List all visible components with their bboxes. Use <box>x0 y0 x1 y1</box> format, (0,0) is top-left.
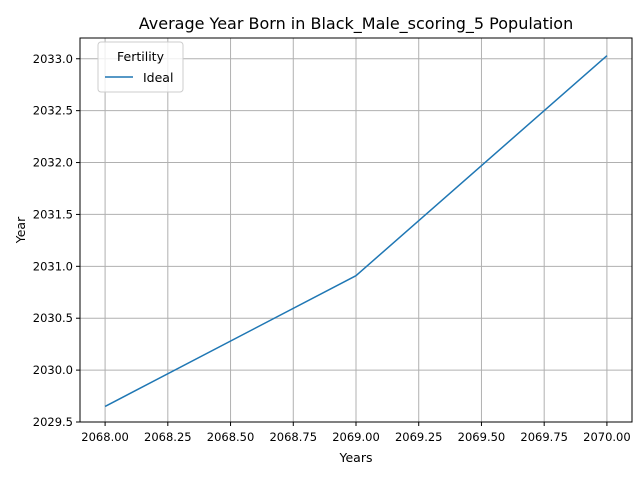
x-tick-label: 2069.25 <box>395 430 443 444</box>
x-axis-label: Years <box>339 450 373 465</box>
x-tick-label: 2069.50 <box>458 430 506 444</box>
y-tick-label: 2033.0 <box>33 52 73 66</box>
legend-label-ideal: Ideal <box>143 70 173 85</box>
x-tick-label: 2068.75 <box>269 430 317 444</box>
legend-title: Fertility <box>117 49 165 64</box>
x-tick-label: 2069.00 <box>332 430 380 444</box>
x-tick-label: 2068.25 <box>144 430 192 444</box>
y-tick-label: 2031.5 <box>33 207 73 221</box>
chart-title: Average Year Born in Black_Male_scoring_… <box>139 14 573 34</box>
x-tick-label: 2069.75 <box>520 430 568 444</box>
x-axis-ticks: 2068.00 2068.25 2068.50 2068.75 2069.00 2069.… <box>81 422 631 444</box>
series-layer <box>104 55 608 408</box>
y-tick-label: 2032.5 <box>33 104 73 118</box>
x-tick-label: 2068.50 <box>207 430 255 444</box>
x-tick-label: 2068.00 <box>81 430 129 444</box>
y-axis-ticks: 2029.5 2030.0 2030.5 2031.0 2031.5 2032.0 2032… <box>33 52 80 429</box>
y-tick-label: 2030.0 <box>33 363 73 377</box>
x-tick-label: 2070.00 <box>583 430 631 444</box>
y-tick-label: 2031.0 <box>33 259 73 273</box>
y-tick-label: 2032.0 <box>33 156 73 170</box>
y-tick-label: 2030.5 <box>33 311 73 325</box>
legend-box <box>97 41 184 93</box>
y-axis-label: Year <box>13 216 28 244</box>
legend: Fertility Ideal <box>97 41 184 93</box>
y-tick-label: 2029.5 <box>33 415 73 429</box>
